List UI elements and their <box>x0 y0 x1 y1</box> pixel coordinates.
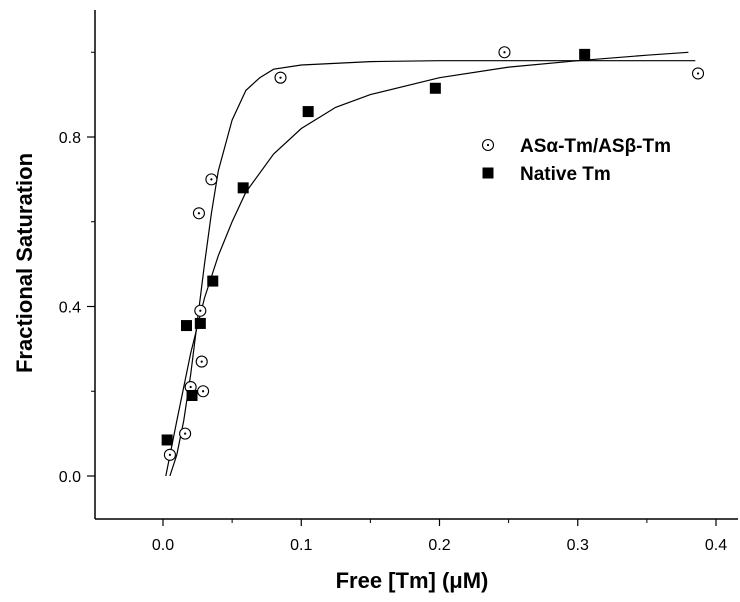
as-tm-point <box>274 71 287 84</box>
as-tm-point <box>205 173 218 186</box>
marker-dot <box>696 72 700 75</box>
native-tm-point <box>302 106 314 118</box>
y-tick-label: 0.8 <box>59 130 81 147</box>
native-tm-point <box>194 317 206 329</box>
as-tm-point <box>498 46 511 59</box>
marker-dot <box>168 453 172 456</box>
native-tm-point <box>429 82 441 94</box>
native-tm-point <box>186 389 198 401</box>
as-tm-point <box>179 427 192 440</box>
marker-dot <box>503 51 506 54</box>
native-tm-point <box>161 434 173 446</box>
marker-dot <box>200 360 203 363</box>
legend: ASα-Tm/ASβ-Tm Native Tm <box>481 136 671 185</box>
as-tm-point <box>192 207 205 220</box>
as-tm-point <box>163 448 176 461</box>
x-tick-label: 0.1 <box>290 537 312 554</box>
x-tick-label: 0.2 <box>428 537 450 554</box>
marker-dot <box>279 76 282 79</box>
fit-curve-as-tm <box>169 60 696 477</box>
y-axis-label: Fractional Saturation <box>12 153 37 373</box>
as-tm-point <box>184 380 197 394</box>
x-tick-label: 0.0 <box>152 537 174 554</box>
as-tm-point <box>691 67 705 80</box>
legend-label-native-tm: Native Tm <box>520 164 611 185</box>
marker-dot <box>210 178 213 181</box>
marker-dot <box>486 143 490 147</box>
native-tm-point <box>237 182 249 194</box>
legend-label-as-tm: ASα-Tm/ASβ-Tm <box>520 136 671 157</box>
marker-dot <box>189 385 192 389</box>
y-tick-label: 0.4 <box>59 300 81 317</box>
legend-marker-native-tm <box>482 167 494 179</box>
marker-dot <box>197 212 201 215</box>
fit-curve-native-tm <box>165 51 689 477</box>
legend-marker-as-tm <box>481 138 495 152</box>
x-axis-label: Free [Tm] (μM) <box>336 568 489 593</box>
marker-dot <box>184 432 187 435</box>
y-tick-label: 0.0 <box>59 469 81 486</box>
native-tm-point <box>207 275 219 287</box>
axes: 0.0 0.1 0.2 0.3 0.4 0.0 0.4 0.8 <box>59 10 738 554</box>
x-tick-label: 0.4 <box>705 537 727 554</box>
native-tm-point <box>579 48 591 60</box>
x-tick-label: 0.3 <box>567 537 589 554</box>
marker-dot <box>199 309 202 312</box>
native-tm-point <box>181 320 193 332</box>
as-tm-point <box>194 304 207 317</box>
as-tm-point <box>197 385 210 398</box>
data-points <box>161 46 705 461</box>
as-tm-point <box>195 355 208 368</box>
fit-curves <box>165 51 696 477</box>
marker-dot <box>201 390 205 393</box>
